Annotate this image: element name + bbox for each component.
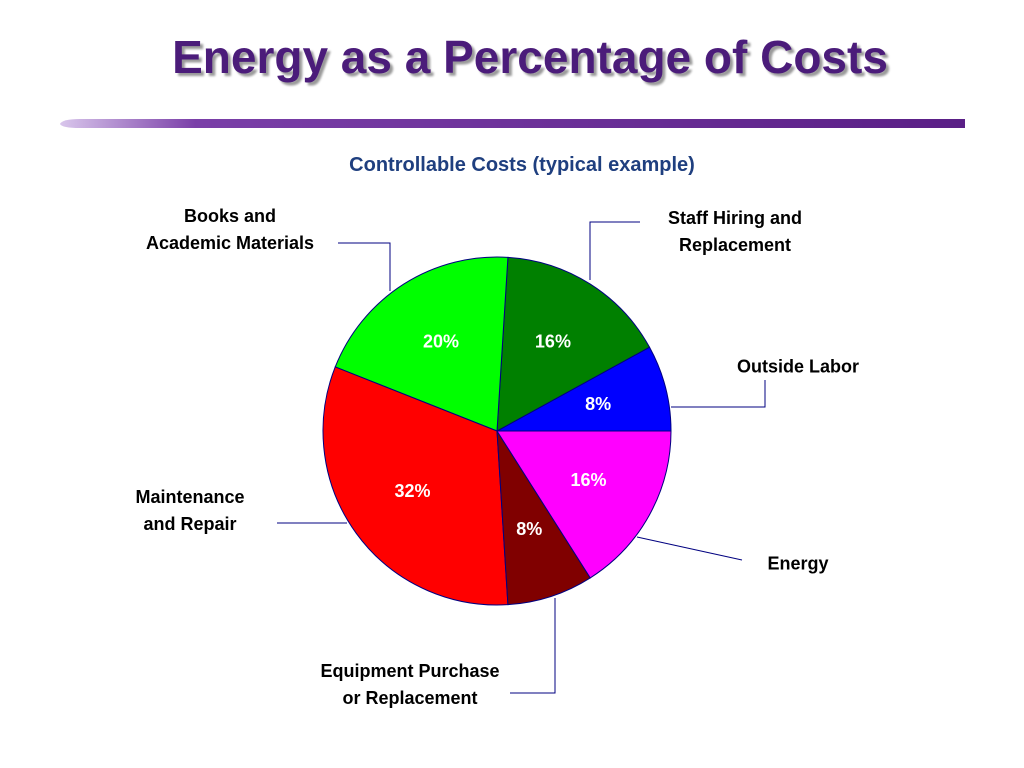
chart-subtitle: Controllable Costs (typical example) <box>349 154 695 176</box>
value-label: 32% <box>395 481 431 501</box>
leader-line <box>338 242 391 291</box>
category-label: Outside Labor <box>736 356 860 377</box>
value-label: 16% <box>535 332 571 352</box>
leader-line <box>510 598 556 694</box>
value-label: 16% <box>570 470 606 490</box>
leader-line <box>589 221 640 280</box>
pie-slice <box>334 256 509 432</box>
category-label: Energy <box>767 553 829 574</box>
pie-slice <box>496 430 672 579</box>
pie-slice <box>322 366 509 606</box>
value-label: 8% <box>516 519 542 539</box>
category-label: Books and Academic Materials <box>145 206 315 253</box>
value-label: 8% <box>585 394 611 414</box>
category-label: Equipment Purchase or Replacement <box>320 661 500 708</box>
leader-line <box>671 380 766 408</box>
leader-line <box>636 536 743 561</box>
category-label: Staff Hiring and Replacement <box>668 208 802 255</box>
pie: 8% 16% 20% 32% 8% 16% <box>277 221 766 694</box>
value-label: 20% <box>423 332 459 352</box>
title-rule <box>60 119 965 128</box>
category-label: Maintenance and Repair <box>135 487 245 534</box>
pie-slice <box>496 256 651 432</box>
chart-title: Energy as a Percentage of Costs <box>172 31 888 83</box>
